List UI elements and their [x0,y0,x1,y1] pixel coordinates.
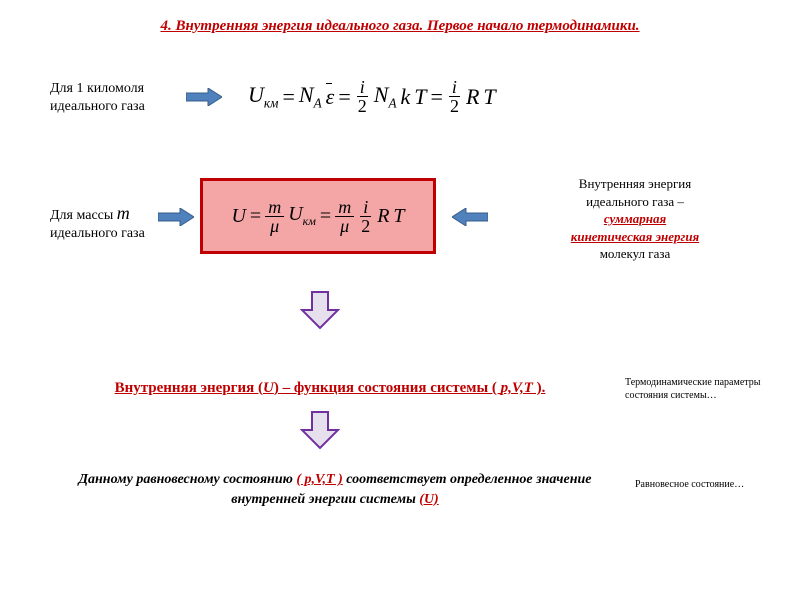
label-mass: Для массы m идеального газа [50,202,145,244]
text: Для 1 киломоля [50,81,144,96]
fraction: i 2 [358,198,373,235]
sym: R [377,205,389,228]
text-emphasis: суммарная [604,211,666,226]
equation-kilomole: Uкм = NA ε = i 2 NA k T = i 2 R T [248,78,496,115]
sym: = [320,205,331,228]
text-emphasis: кинетическая энергия [571,229,700,244]
text-u: (U) [419,492,438,507]
text: Внутренняя энергия [579,176,691,191]
sym: NA [299,82,322,111]
text: идеального газа [50,99,145,114]
text: молекул газа [600,246,671,261]
arrow-down-icon [300,410,340,450]
text: Для массы [50,208,117,223]
sym: = [282,84,294,110]
text-pvt: ( p,V,T ) [296,472,342,487]
fraction: i 2 [355,78,370,115]
fraction: m μ [335,198,354,235]
text: идеального газа – [586,194,684,209]
sym: U [231,205,245,228]
sym: R [466,84,479,110]
sym: = [338,84,350,110]
sym: ε [326,84,335,110]
equation-mass: U = m μ Uкм = m μ i 2 R T [231,198,404,235]
sym: = [431,84,443,110]
sym: Uкм [248,82,278,111]
sym: T [414,84,426,110]
arrow-right-icon [158,208,194,226]
sym: NA [374,82,397,111]
sym: = [250,205,261,228]
statement-equilibrium: Данному равновесному состоянию ( p,V,T )… [70,470,600,509]
statement-function-of-state: Внутренняя энергия (U) – функция состоян… [60,380,600,397]
sym-m: m [117,203,130,223]
sym: T [393,205,404,228]
fraction: m μ [265,198,284,235]
energy-description: Внутренняя энергия идеального газа – сум… [520,175,750,263]
arrow-right-icon [186,88,222,106]
text: Внутренняя энергия (U) – функция состоян… [115,380,546,396]
arrow-down-icon [300,290,340,330]
text: Данному равновесному состоянию [78,472,296,487]
sidenote-equilibrium: Равновесное состояние… [635,478,785,491]
page-title: 4. Внутренняя энергия идеального газа. П… [0,18,800,35]
sym: k [401,84,411,110]
arrow-left-icon [452,208,488,226]
label-kilomole: Для 1 киломоля идеального газа [50,80,145,116]
equation-box: U = m μ Uкм = m μ i 2 R T [200,178,436,254]
text: идеального газа [50,226,145,241]
sym: T [483,84,495,110]
fraction: i 2 [447,78,462,115]
sidenote-params: Термодинамические параметры состояния си… [625,376,785,402]
sym: Uкм [288,203,316,229]
